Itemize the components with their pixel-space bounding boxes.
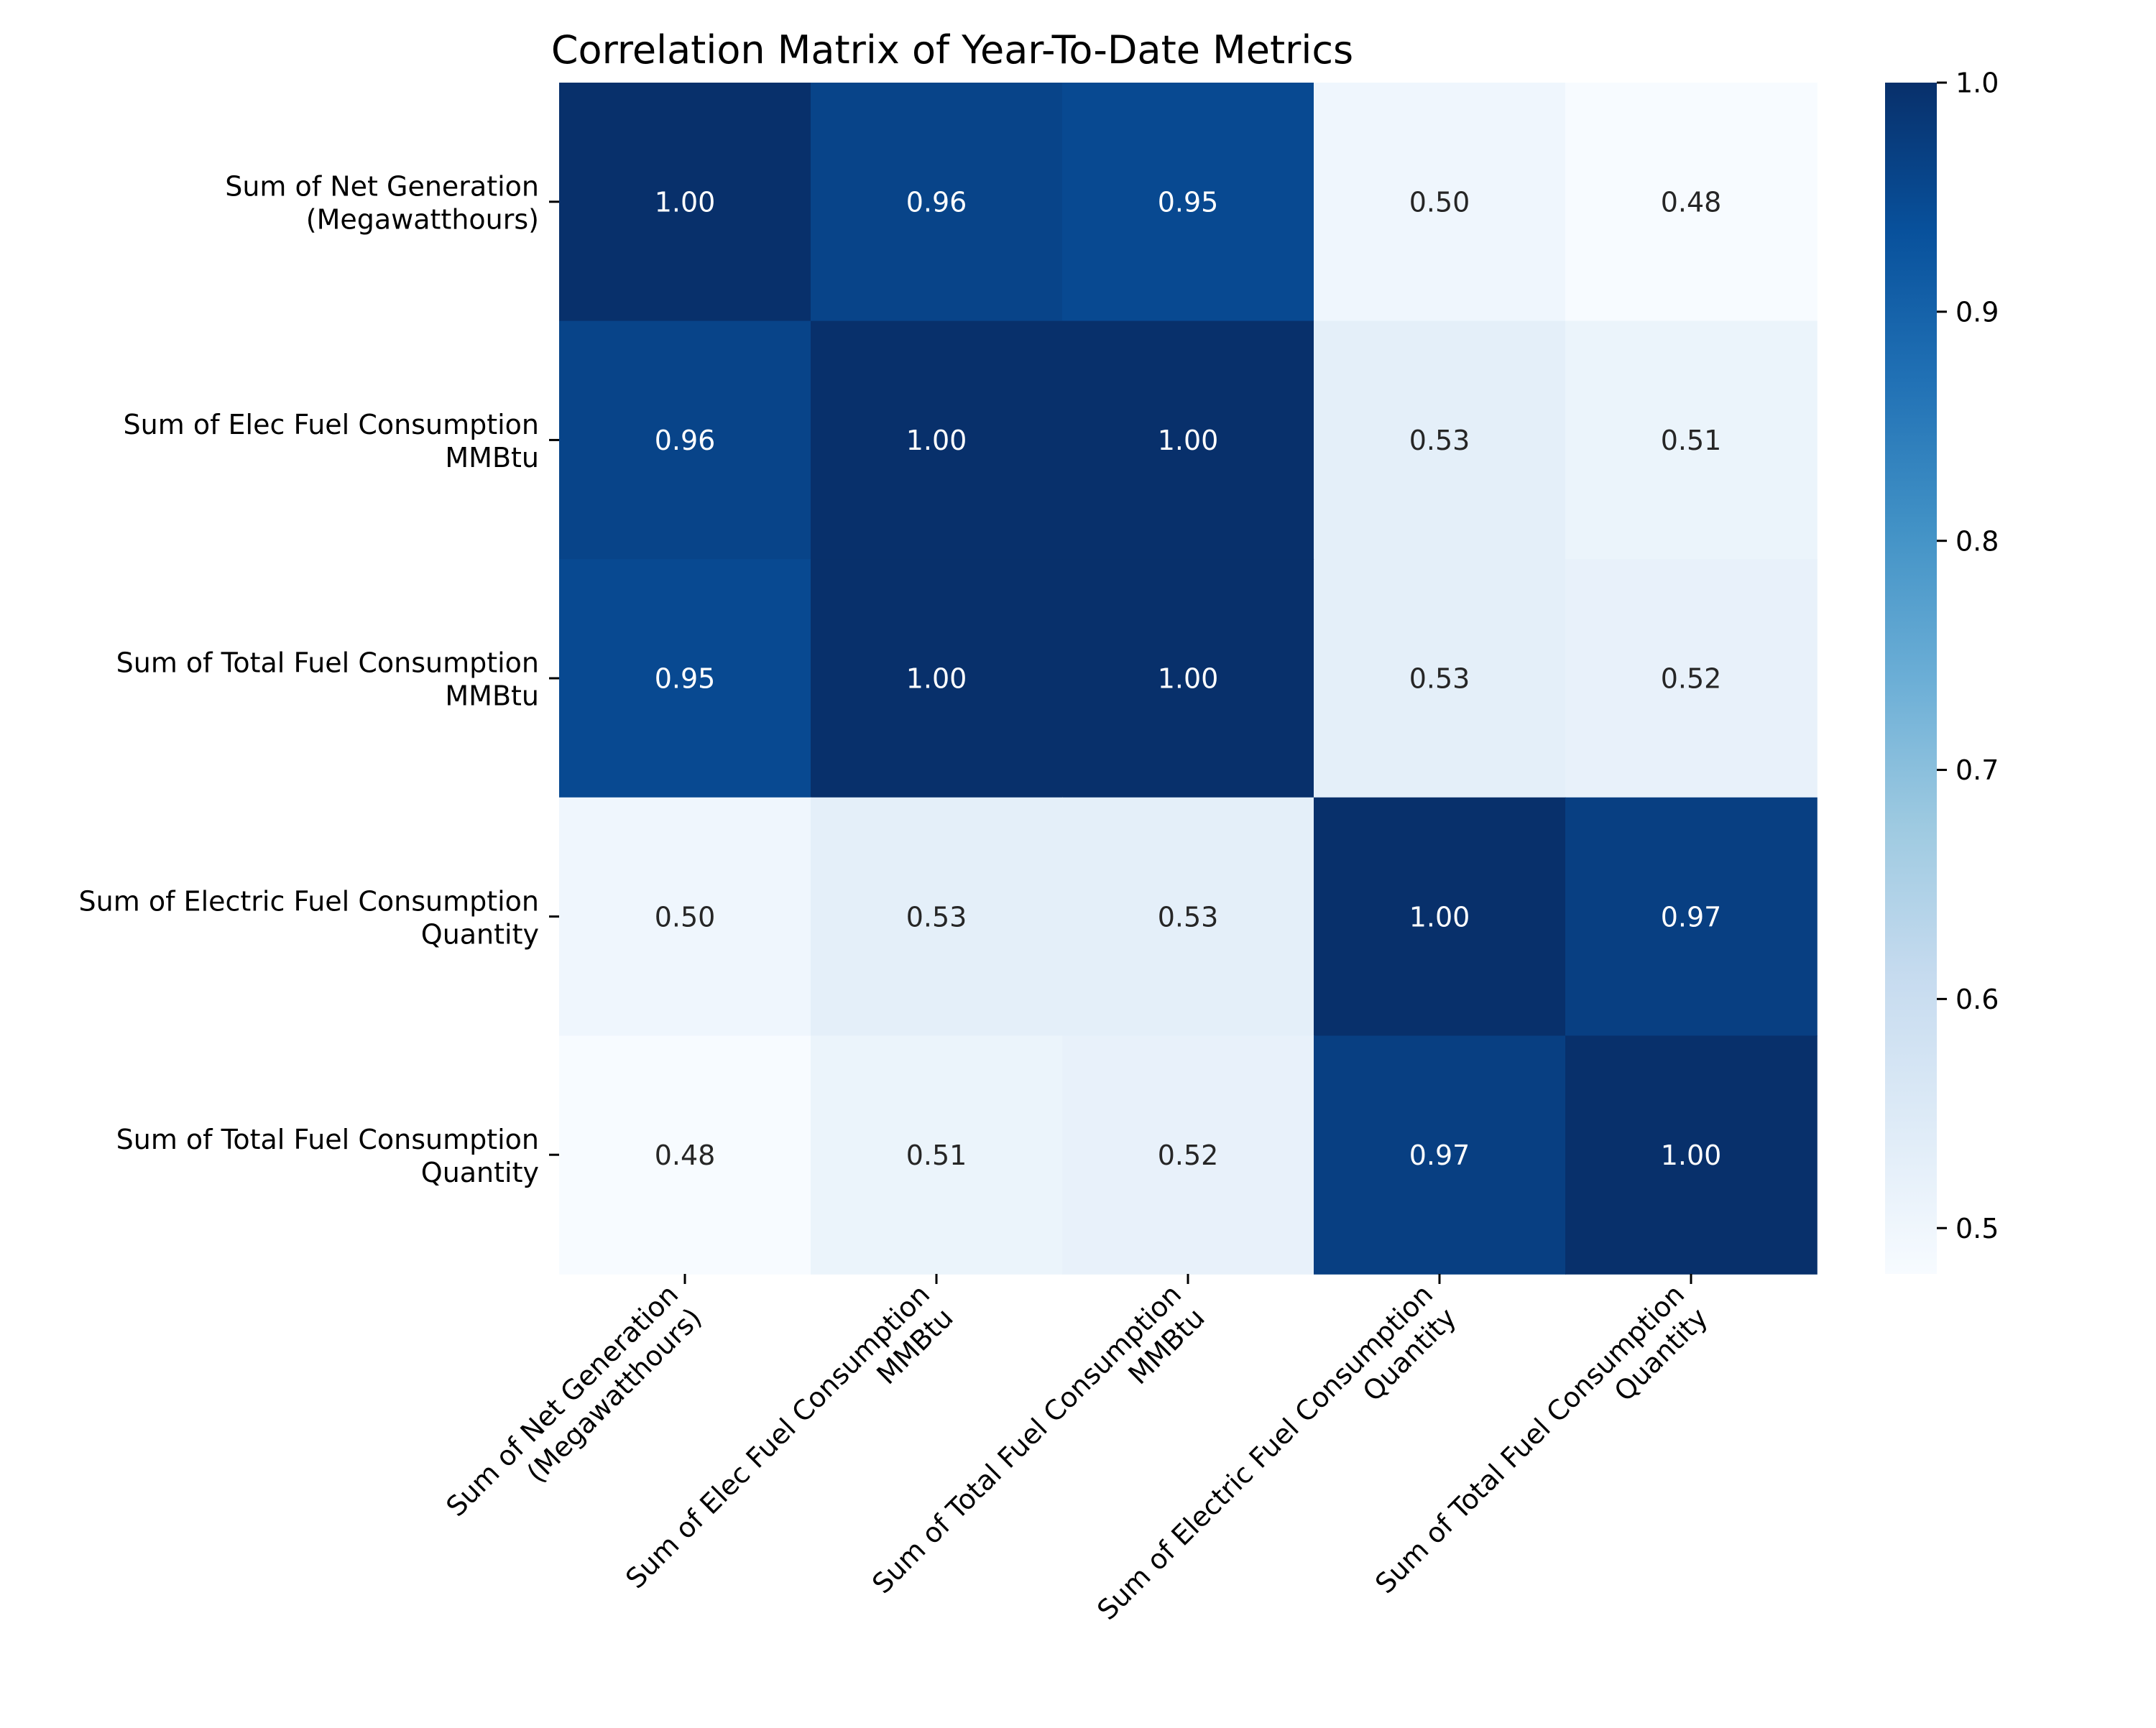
y-tick-label: Sum of Total Fuel Consumption Quantity — [116, 1124, 539, 1188]
cell-annotation: 0.96 — [906, 187, 967, 218]
heatmap-cell — [1565, 83, 1818, 322]
heatmap-cell — [559, 559, 811, 798]
cell-annotation: 0.52 — [1661, 663, 1722, 695]
heatmap-cell — [559, 83, 811, 322]
cell-annotation: 1.00 — [1158, 663, 1219, 695]
heatmap-cell — [1314, 559, 1566, 798]
y-tick-label: Sum of Elec Fuel Consumption MMBtu — [124, 409, 539, 473]
heatmap-cell — [1565, 1035, 1818, 1275]
heatmap-cell — [811, 320, 1063, 560]
heatmap-cell — [1565, 320, 1818, 560]
cell-annotation: 1.00 — [655, 187, 716, 218]
heatmap-cell — [1062, 559, 1314, 798]
colorbar-tick-label: 1.0 — [1955, 68, 1999, 99]
cell-annotation: 0.48 — [1661, 187, 1722, 218]
y-axis-labels: Sum of Net Generation (Megawatthours) Sum … — [79, 170, 559, 1188]
cell-annotation: 1.00 — [906, 425, 967, 456]
cell-annotation: 0.97 — [1409, 1140, 1470, 1171]
heatmap-cell — [559, 1035, 811, 1275]
heatmap-cell — [1565, 559, 1818, 798]
heatmap-cell — [1314, 320, 1566, 560]
cell-annotations: 1.00 0.96 0.95 0.50 0.48 0.96 1.00 1.00 0.53 0.51… — [655, 187, 1722, 1171]
colorbar-tick-label: 0.9 — [1955, 297, 1999, 328]
cell-annotation: 1.00 — [1409, 901, 1470, 933]
heatmap-cell — [811, 797, 1063, 1037]
cell-annotation: 0.53 — [1409, 425, 1470, 456]
cell-annotation: 0.95 — [1158, 187, 1219, 218]
cell-annotation: 0.97 — [1661, 901, 1722, 933]
cell-annotation: 0.53 — [1409, 663, 1470, 695]
cell-annotation: 0.51 — [906, 1140, 967, 1171]
chart-title: Correlation Matrix of Year-To-Date Metri… — [551, 27, 1353, 73]
heatmap-cell — [811, 83, 1063, 322]
cell-annotation: 0.53 — [1158, 901, 1219, 933]
colorbar-tick-label: 0.6 — [1955, 984, 1999, 1015]
y-tick-label: Sum of Electric Fuel Consumption Quantity — [79, 885, 539, 950]
heatmap-cell — [1062, 1035, 1314, 1275]
cell-annotation: 0.48 — [655, 1140, 716, 1171]
cell-annotation: 0.95 — [655, 663, 716, 695]
x-tick-label: Sum of Net Generation(Megawatthours) — [440, 1278, 707, 1546]
heatmap-cell — [1565, 797, 1818, 1037]
cell-annotation: 1.00 — [1661, 1140, 1722, 1171]
colorbar-tick-label: 0.5 — [1955, 1213, 1999, 1244]
heatmap-cell — [1062, 83, 1314, 322]
cell-annotation: 0.50 — [655, 901, 716, 933]
cell-annotation: 1.00 — [906, 663, 967, 695]
cell-annotation: 0.53 — [906, 901, 967, 933]
cell-annotation: 0.52 — [1158, 1140, 1219, 1171]
colorbar-tick-label: 0.8 — [1955, 525, 1999, 557]
heatmap-cell — [1062, 797, 1314, 1037]
heatmap-cells — [559, 83, 1818, 1275]
cell-annotation: 1.00 — [1158, 425, 1219, 456]
colorbar-gradient — [1885, 83, 1937, 1274]
heatmap-cell — [1314, 797, 1566, 1037]
heatmap-cell — [559, 320, 811, 560]
cell-annotation: 0.51 — [1661, 425, 1722, 456]
x-axis-labels: Sum of Net Generation(Megawatthours)Sum … — [440, 1274, 1714, 1626]
heatmap-cell — [811, 1035, 1063, 1275]
heatmap-cell — [1314, 1035, 1566, 1275]
heatmap-cell — [559, 797, 811, 1037]
cell-annotation: 0.50 — [1409, 187, 1470, 218]
heatmap-cell — [1314, 83, 1566, 322]
y-tick-label: Sum of Total Fuel Consumption MMBtu — [116, 647, 539, 712]
heatmap-cell — [1062, 320, 1314, 560]
y-tick-label: Sum of Net Generation (Megawatthours) — [225, 170, 539, 235]
colorbar: 0.5 0.6 0.7 0.8 0.9 1.0 — [1885, 68, 1999, 1274]
heatmap-cell — [811, 559, 1063, 798]
cell-annotation: 0.96 — [655, 425, 716, 456]
colorbar-tick-label: 0.7 — [1955, 754, 1999, 786]
